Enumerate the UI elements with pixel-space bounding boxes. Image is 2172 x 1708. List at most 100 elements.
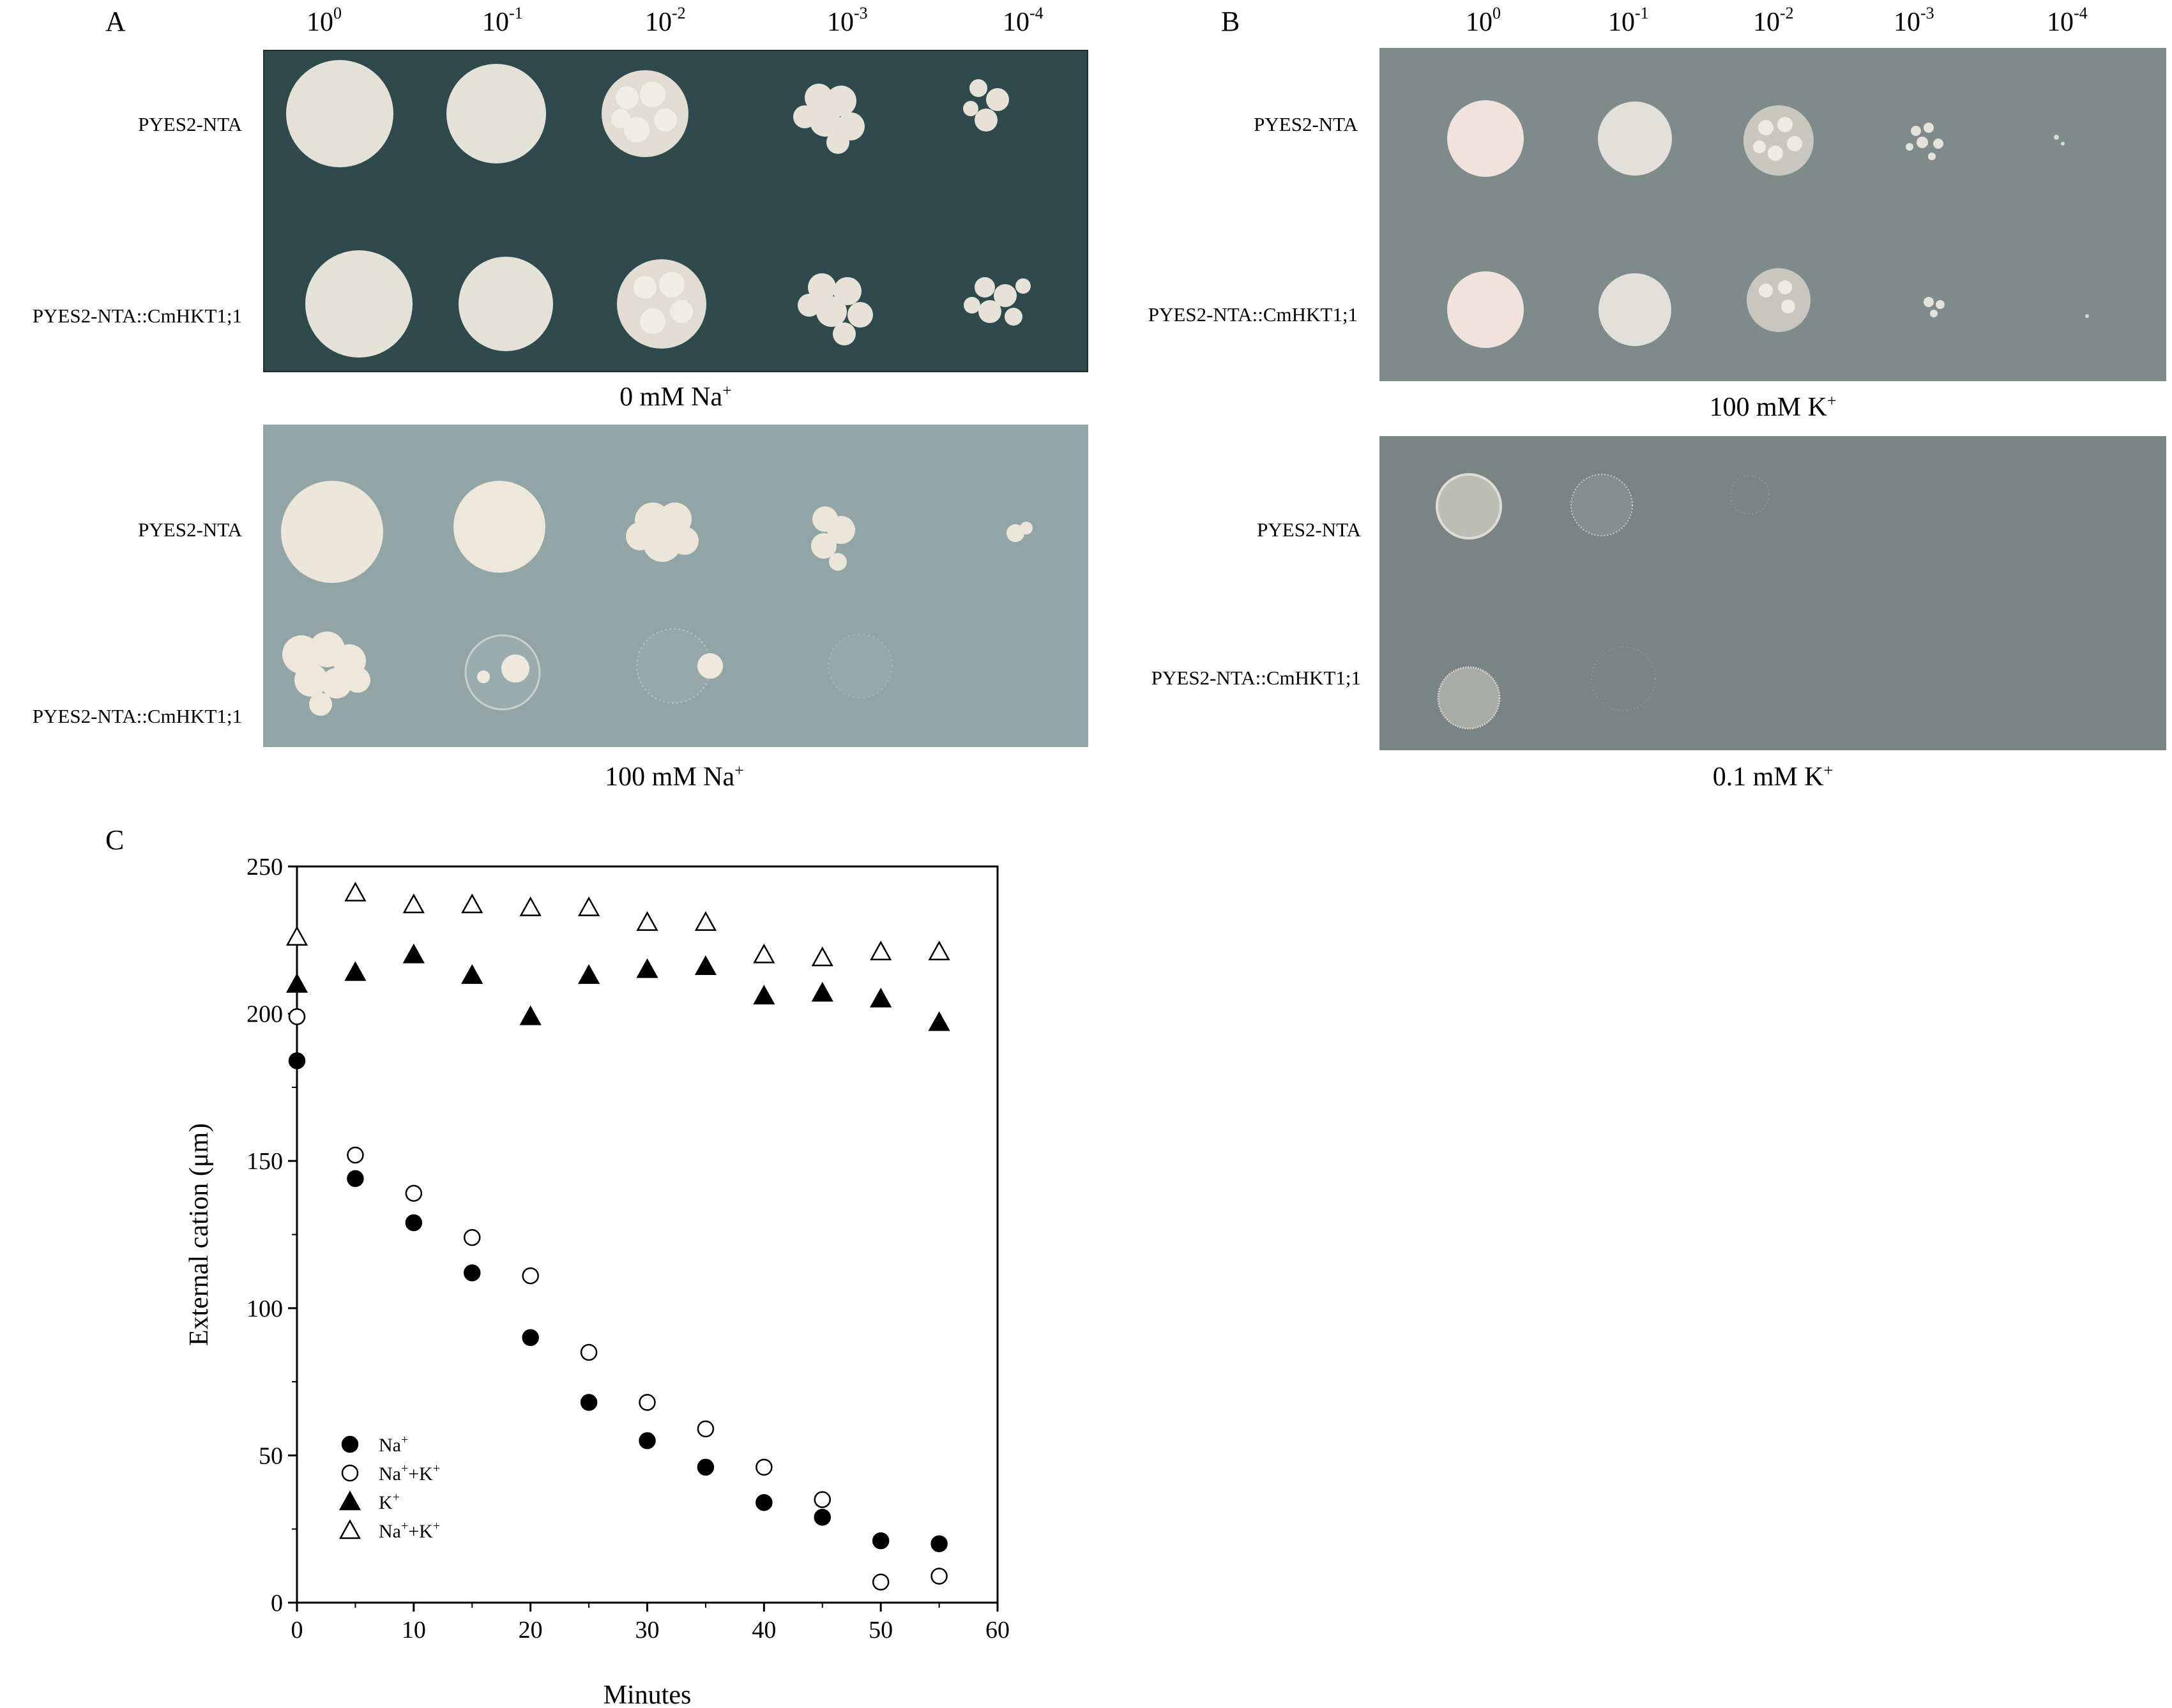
data-point	[580, 1394, 598, 1411]
data-point	[811, 981, 833, 1002]
data-point	[288, 1052, 306, 1069]
data-point	[872, 1573, 890, 1591]
data-point	[930, 1568, 948, 1585]
data-point	[347, 1146, 364, 1164]
y-axis-label: External cation (μm)	[185, 1123, 214, 1346]
data-point	[930, 1535, 948, 1553]
data-point	[814, 1491, 831, 1508]
x-tick-label: 60	[985, 1617, 1010, 1644]
data-point	[522, 1267, 539, 1285]
x-tick-label: 40	[752, 1617, 776, 1644]
data-point	[694, 911, 717, 931]
dilution-label: 100	[1466, 4, 1501, 37]
data-point	[639, 1432, 656, 1449]
colony-spot	[964, 277, 1031, 326]
colony-spot	[636, 628, 723, 704]
data-point	[464, 1228, 481, 1246]
y-tick-label: 250	[247, 854, 283, 880]
colony-spot	[1437, 666, 1501, 730]
x-axis-label: Minutes	[604, 1681, 692, 1708]
colony-spot	[1924, 297, 1945, 317]
colony-spot	[1570, 474, 1633, 536]
colony-spot	[1447, 100, 1524, 177]
colony-spot	[446, 64, 546, 163]
x-tick-label: 20	[519, 1617, 543, 1644]
colony-spot	[305, 250, 413, 358]
x-tick-label: 50	[869, 1617, 893, 1644]
data-point	[753, 985, 775, 1005]
data-point	[753, 943, 775, 964]
y-tick-label: 150	[247, 1148, 283, 1175]
data-point	[694, 955, 717, 976]
colony-spot	[464, 634, 541, 711]
dilution-label: 100	[307, 4, 342, 37]
colony-spot	[1747, 268, 1811, 332]
series-2	[285, 943, 950, 1031]
x-tick-label: 30	[635, 1617, 660, 1644]
data-point	[519, 1005, 542, 1025]
y-tick-label: 200	[247, 1001, 283, 1028]
data-point	[347, 1170, 364, 1188]
colony-spot	[459, 257, 553, 351]
colony-spot	[1743, 105, 1814, 176]
data-point	[577, 964, 600, 984]
data-point	[580, 1343, 598, 1361]
data-point	[405, 1214, 423, 1232]
data-point	[756, 1458, 773, 1476]
dilution-label: 10-4	[1003, 4, 1044, 37]
data-point	[344, 961, 367, 981]
dilution-label: 10-2	[645, 4, 686, 37]
data-point	[697, 1458, 715, 1476]
colony-spot	[2054, 135, 2065, 146]
colony-spot	[1591, 646, 1656, 711]
panel-letter-b: B	[1221, 6, 1240, 37]
colony-spot	[2085, 314, 2089, 318]
data-point	[344, 881, 367, 902]
colony-spot	[1006, 522, 1033, 542]
data-point	[402, 943, 425, 964]
colony-spot	[286, 60, 393, 167]
legend-entry: Na++K+	[379, 1519, 440, 1542]
legend-marker	[341, 1464, 359, 1482]
colony-spot	[1598, 102, 1672, 176]
data-point	[639, 1394, 656, 1411]
data-point	[870, 987, 892, 1008]
data-point	[756, 1493, 773, 1511]
data-point	[577, 896, 600, 916]
data-point	[461, 893, 483, 914]
colony-spot	[1436, 473, 1502, 540]
y-tick-label: 0	[271, 1590, 283, 1617]
dilution-label: 10-3	[1894, 4, 1934, 37]
colony-spot	[1447, 271, 1524, 348]
data-point	[928, 941, 950, 960]
data-point	[814, 1509, 831, 1526]
data-point	[405, 1184, 423, 1202]
plate-b-top	[1379, 48, 2166, 381]
row-label: PYES2-NTA	[138, 113, 242, 135]
dilution-label: 10-1	[1608, 4, 1649, 37]
legend-entry: Na+	[379, 1433, 408, 1456]
colony-spot	[793, 84, 865, 154]
data-point	[285, 926, 308, 946]
series-0	[288, 1052, 948, 1553]
colony-spot	[453, 481, 545, 573]
data-point	[464, 1264, 481, 1281]
plate-b-bottom	[1379, 436, 2166, 750]
colony-spot	[798, 273, 873, 345]
data-point	[402, 893, 425, 914]
data-point	[522, 1329, 539, 1347]
data-point	[285, 972, 308, 993]
row-label: PYES2-NTA::CmHKT1;1	[1151, 667, 1361, 689]
colony-spot	[1730, 475, 1770, 515]
plate-a-top	[263, 50, 1088, 372]
data-point	[519, 896, 542, 916]
data-point	[872, 1532, 890, 1550]
colony-spot	[811, 506, 855, 571]
plate-a-bottom	[263, 425, 1088, 747]
row-label: PYES2-NTA	[138, 518, 242, 541]
row-label: PYES2-NTA::CmHKT1;1	[32, 705, 242, 727]
panel-letter-c: C	[105, 824, 125, 856]
data-point	[811, 946, 833, 967]
y-tick-label: 100	[247, 1296, 283, 1322]
